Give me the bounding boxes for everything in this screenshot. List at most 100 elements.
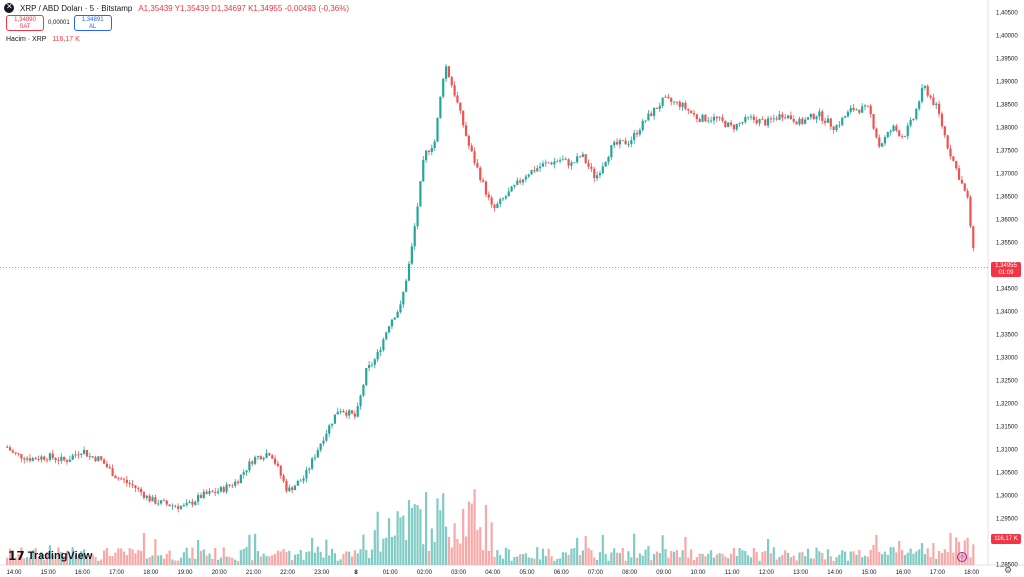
- candle-body: [419, 181, 422, 207]
- volume-bar: [576, 537, 579, 565]
- volume-bar: [644, 549, 647, 565]
- volume-bar: [929, 557, 932, 565]
- candle-body: [54, 458, 57, 461]
- candle-body: [898, 130, 901, 137]
- candle-body: [527, 174, 530, 177]
- volume-bar: [356, 553, 359, 565]
- sell-button[interactable]: 1,34890 SAT: [6, 15, 44, 31]
- time-tick-label: 8: [354, 570, 358, 576]
- volume-bar: [658, 553, 661, 565]
- candle-body: [966, 190, 969, 198]
- candle-body: [262, 457, 265, 460]
- volume-legend[interactable]: Hacim · XRP 116,17 K: [6, 36, 80, 43]
- volume-bar: [17, 554, 20, 565]
- candle-body: [712, 116, 716, 121]
- candle-body: [211, 491, 214, 492]
- volume-bar: [824, 559, 827, 565]
- volume-bar: [578, 555, 582, 565]
- gear-icon[interactable]: ⚙: [1003, 565, 1013, 575]
- volume-bar: [339, 559, 342, 565]
- volume-bar: [427, 550, 431, 565]
- price-tick-label: 1,38500: [996, 103, 1018, 109]
- volume-bar: [342, 554, 345, 565]
- volume-bar: [216, 559, 220, 565]
- volume-bar: [6, 557, 9, 565]
- sell-label: SAT: [19, 24, 31, 30]
- candle-body: [205, 491, 208, 494]
- volume-bar: [504, 547, 508, 565]
- candle-body: [40, 456, 43, 460]
- candle-body: [476, 162, 479, 168]
- candle-body: [704, 114, 707, 122]
- buy-button[interactable]: 1,34891 AL: [73, 15, 112, 31]
- volume-bar: [618, 552, 622, 565]
- time-tick-label: 11:00: [725, 570, 740, 576]
- candle-body: [279, 465, 282, 476]
- candle-body: [425, 150, 428, 161]
- candle-body: [541, 163, 545, 167]
- volume-bar: [182, 552, 185, 565]
- volume-bar: [878, 552, 881, 565]
- volume-bar: [231, 557, 234, 565]
- volume-bar: [806, 548, 810, 565]
- candle-body: [296, 480, 299, 486]
- volume-bar: [333, 553, 337, 565]
- volume-bar: [872, 544, 875, 565]
- volume-bar: [935, 558, 938, 565]
- volume-bar: [573, 548, 576, 565]
- volume-bar: [635, 557, 639, 565]
- volume-bar: [165, 553, 168, 565]
- volume-bar: [533, 558, 536, 565]
- candle-body: [362, 384, 365, 396]
- volume-bar: [65, 550, 69, 565]
- volume-bar: [761, 552, 764, 565]
- price-tick-label: 1,30000: [996, 494, 1018, 500]
- candle-body: [587, 162, 590, 167]
- candle-body: [972, 226, 975, 249]
- candle-body: [493, 204, 496, 208]
- tradingview-watermark[interactable]: 𝟭𝟳 TradingView: [8, 549, 92, 563]
- candle-body: [236, 481, 240, 484]
- volume-bar: [23, 558, 26, 565]
- volume-legend-value: 116,17 K: [52, 36, 80, 43]
- candle-body: [302, 478, 305, 481]
- volume-bar: [185, 547, 188, 565]
- volume-bar: [875, 534, 878, 565]
- volume-bar: [399, 517, 402, 565]
- candle-body: [818, 111, 821, 117]
- candle-body: [852, 107, 855, 111]
- volume-bar: [812, 558, 815, 565]
- candle-body: [687, 108, 690, 111]
- volume-bar: [168, 550, 171, 565]
- volume-bar: [704, 556, 707, 565]
- candle-body: [330, 423, 334, 426]
- volume-bar: [422, 544, 425, 565]
- candle-body: [593, 168, 596, 179]
- volume-bar: [174, 560, 177, 565]
- volume-bar: [604, 553, 607, 565]
- volume-bar: [407, 500, 411, 565]
- volume-bar: [416, 505, 419, 565]
- time-tick-label: 06:00: [554, 570, 570, 576]
- volume-bar: [131, 549, 134, 565]
- volume-bar: [134, 553, 137, 565]
- volume-bar: [778, 556, 781, 565]
- volume-bar: [749, 557, 753, 565]
- volume-bar: [940, 552, 944, 565]
- symbol-title[interactable]: XRP / ABD Doları · 5 · Bitstamp: [20, 3, 133, 13]
- price-tick-label: 1,32500: [996, 379, 1018, 385]
- price-tick-label: 1,37500: [996, 149, 1018, 155]
- tradingview-name: TradingView: [27, 550, 93, 562]
- volume-bar: [918, 549, 921, 565]
- volume-bar: [727, 558, 730, 565]
- volume-bar: [789, 557, 793, 565]
- volume-bar: [68, 555, 71, 565]
- candle-body: [174, 505, 177, 507]
- candle-body: [715, 116, 718, 119]
- tradingview-logo-icon: 𝟭𝟳: [8, 549, 25, 563]
- candle-body: [641, 120, 644, 131]
- clock-icon[interactable]: ◷: [957, 552, 967, 562]
- volume-bar: [584, 536, 587, 565]
- time-tick-label: 20:00: [212, 570, 228, 576]
